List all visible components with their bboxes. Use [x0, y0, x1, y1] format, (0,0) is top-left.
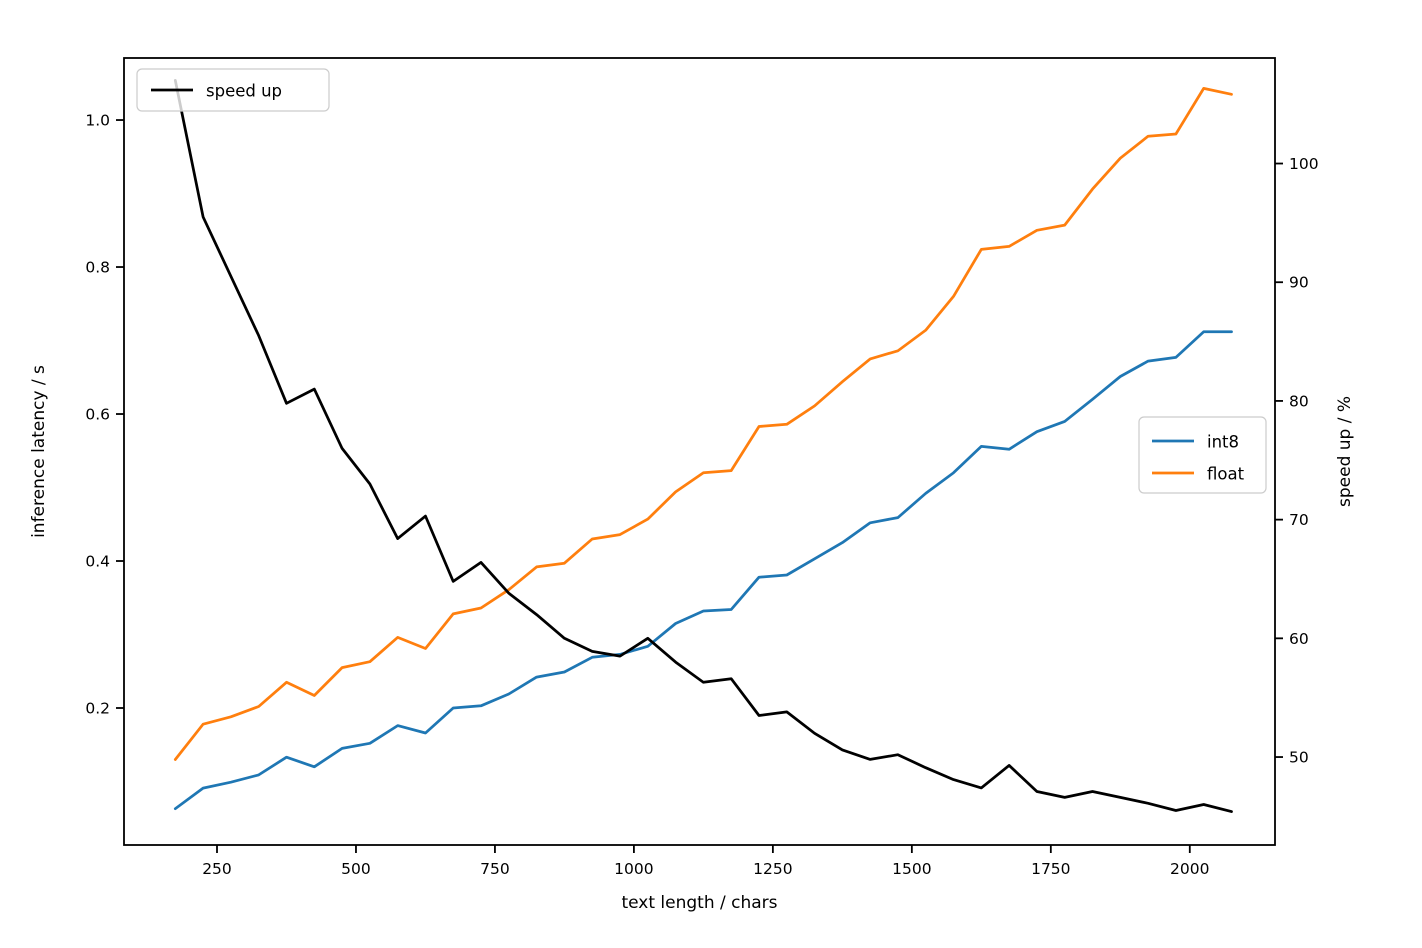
- left-y-tick-label: 0.2: [85, 700, 110, 718]
- right-y-tick-label: 100: [1289, 155, 1319, 173]
- right-y-tick-label: 90: [1289, 274, 1309, 292]
- left-y-tick-label: 1.0: [85, 112, 110, 130]
- x-axis-label: text length / chars: [621, 893, 777, 913]
- x-tick-label: 1750: [1031, 860, 1070, 878]
- x-tick-label: 750: [480, 860, 510, 878]
- x-tick-label: 1000: [614, 860, 653, 878]
- left-y-tick-label: 0.4: [85, 553, 110, 571]
- right-y-axis-label: speed up / %: [1335, 396, 1355, 507]
- right-y-tick-label: 80: [1289, 392, 1309, 410]
- right-y-tick-label: 50: [1289, 749, 1309, 767]
- x-tick-label: 250: [202, 860, 232, 878]
- left-y-axis-label: inference latency / s: [29, 365, 49, 538]
- legend-label-speed-up: speed up: [206, 82, 282, 101]
- legend-box-speed-up: [136, 68, 330, 112]
- legend-label-int8: int8: [1207, 433, 1239, 452]
- left-y-tick-label: 0.8: [85, 259, 110, 277]
- legend-box-series: [1138, 416, 1267, 494]
- series-line-int8: [173, 330, 1233, 811]
- x-tick-label: 1250: [753, 860, 792, 878]
- x-tick-label: 500: [341, 860, 371, 878]
- series-line-speed-up: [173, 79, 1233, 813]
- right-y-tick-label: 60: [1289, 630, 1309, 648]
- legend-label-float: float: [1207, 465, 1245, 484]
- right-y-tick-label: 70: [1289, 511, 1309, 529]
- plot-frame: [123, 57, 1276, 846]
- series-line-float: [173, 87, 1233, 761]
- left-y-tick-label: 0.6: [85, 406, 110, 424]
- x-tick-label: 2000: [1170, 860, 1209, 878]
- x-tick-label: 1500: [892, 860, 931, 878]
